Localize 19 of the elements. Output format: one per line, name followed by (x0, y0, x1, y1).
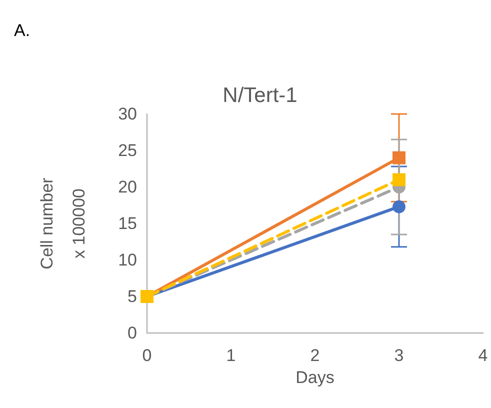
x-tick-label: 1 (226, 346, 236, 365)
x-tick-label: 2 (310, 346, 320, 365)
y-tick-label: 0 (128, 324, 137, 342)
chart-title: N/Tert-1 (222, 84, 298, 107)
point (392, 173, 406, 186)
y-axis-title: Cell number x 100000 (38, 177, 88, 270)
y-tick-label: 15 (118, 214, 137, 233)
x-tick-label: 0 (142, 346, 152, 365)
x-axis-title: Days (296, 368, 334, 387)
text: A. (14, 21, 30, 40)
x-tick-label: 4 (478, 346, 488, 365)
point (392, 200, 406, 214)
point (392, 151, 406, 164)
y-tick-label: 25 (118, 141, 137, 160)
y-tick-label: 5 (128, 287, 137, 306)
y-tick-label: 20 (118, 178, 137, 196)
x-tick-label: 3 (394, 346, 404, 365)
y-tick-label: 30 (118, 104, 137, 124)
y-tick-label: 10 (118, 250, 137, 270)
